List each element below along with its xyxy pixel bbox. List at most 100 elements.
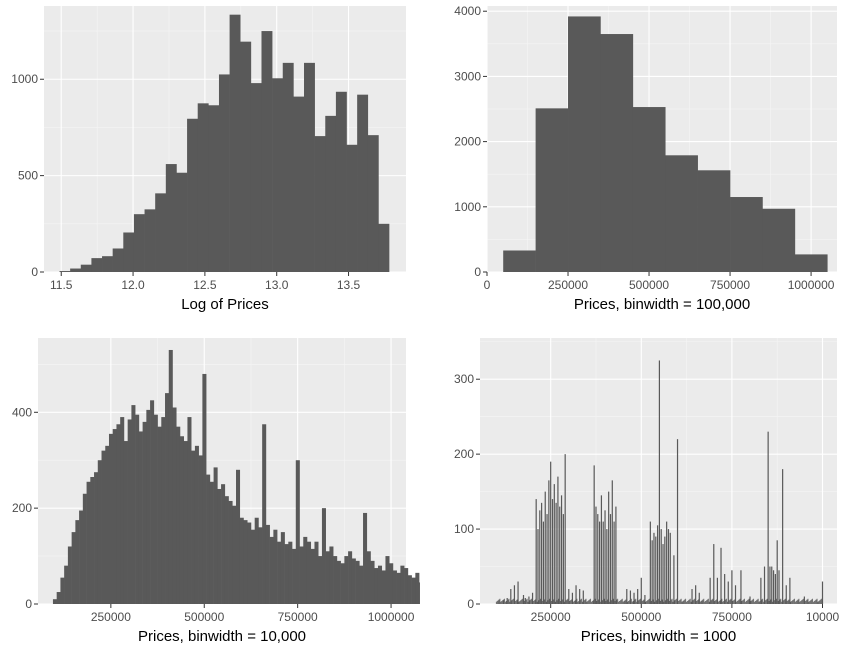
histogram-spike bbox=[790, 601, 792, 604]
histogram-spike bbox=[740, 601, 742, 604]
histogram-spike bbox=[528, 601, 530, 604]
histogram-bar bbox=[503, 250, 536, 272]
histogram-spike bbox=[671, 598, 673, 604]
histogram-spike bbox=[634, 599, 636, 604]
histogram-bar bbox=[794, 254, 828, 272]
histogram-spike bbox=[497, 600, 499, 604]
histogram-spike bbox=[702, 599, 704, 604]
histogram-spike bbox=[637, 589, 639, 604]
histogram-bar bbox=[415, 572, 420, 604]
histogram-spike bbox=[522, 598, 523, 604]
histogram-spike bbox=[765, 599, 767, 604]
histogram-bar bbox=[187, 118, 199, 273]
x-tick-label: 500000 bbox=[184, 610, 224, 624]
histogram-spike bbox=[716, 599, 717, 604]
histogram-spike bbox=[583, 600, 585, 604]
histogram-bar bbox=[348, 551, 353, 604]
histogram-spike bbox=[667, 529, 670, 604]
histogram-spike bbox=[533, 600, 535, 604]
histogram-spike bbox=[550, 601, 552, 604]
histogram-spike bbox=[695, 585, 697, 604]
y-tick-label: 500 bbox=[18, 169, 38, 183]
histogram-spike bbox=[731, 601, 733, 604]
y-tick-label: 3000 bbox=[454, 69, 481, 83]
histogram-bar bbox=[224, 496, 229, 604]
histogram-bar bbox=[269, 536, 274, 604]
histogram-bar bbox=[179, 436, 185, 604]
histogram-bar bbox=[161, 417, 166, 604]
histogram-bar bbox=[236, 469, 241, 604]
histogram-spike bbox=[745, 601, 746, 604]
histogram-spike bbox=[581, 598, 582, 604]
histogram-spike bbox=[776, 601, 778, 604]
panel-binwidth-10000: 250000 500000 750000 1000000 0 200 400 Prices, … bbox=[0, 328, 420, 653]
histogram-bar bbox=[335, 91, 347, 272]
histogram-bar bbox=[75, 520, 80, 604]
histogram-spike bbox=[559, 506, 561, 604]
histogram-spike bbox=[721, 598, 723, 604]
histogram-bar bbox=[396, 572, 401, 604]
histogram-spike bbox=[647, 600, 649, 604]
histogram-spike bbox=[538, 600, 540, 604]
histogram-spike bbox=[812, 598, 813, 604]
histogram-spike bbox=[559, 601, 561, 604]
histogram-spike bbox=[514, 601, 515, 604]
histogram-bar bbox=[155, 193, 167, 272]
histogram-spike bbox=[533, 601, 534, 604]
histogram-spike bbox=[613, 601, 615, 604]
histogram-spike bbox=[736, 601, 737, 604]
y-tick-label: 0 bbox=[31, 265, 38, 279]
histogram-spike bbox=[809, 601, 811, 604]
histogram-spike bbox=[525, 599, 527, 604]
histogram-spike bbox=[582, 601, 584, 604]
histogram-bar bbox=[295, 460, 300, 604]
histogram-bar bbox=[243, 520, 248, 604]
histogram-spike bbox=[688, 600, 689, 604]
histogram-bar bbox=[363, 512, 368, 604]
histogram-spike bbox=[615, 506, 617, 604]
histogram-spike bbox=[601, 600, 603, 604]
histogram-spike bbox=[567, 598, 569, 604]
histogram-spike bbox=[805, 600, 807, 604]
histogram-bar bbox=[208, 105, 220, 272]
histogram-spike bbox=[619, 601, 620, 604]
histogram-spike bbox=[571, 592, 574, 604]
histogram-spike bbox=[730, 598, 732, 604]
histogram-spike bbox=[662, 544, 664, 604]
histogram-spike bbox=[658, 360, 661, 604]
histogram-spike bbox=[668, 601, 669, 604]
histogram-bar bbox=[340, 563, 345, 604]
histogram-spike bbox=[717, 601, 719, 604]
histogram-spike bbox=[651, 540, 653, 604]
histogram-spike bbox=[519, 601, 521, 604]
histogram-spike bbox=[813, 601, 815, 604]
x-tick-label: 750000 bbox=[278, 610, 318, 624]
histogram-spike bbox=[593, 599, 595, 604]
histogram-spike bbox=[535, 499, 537, 604]
histogram-bar bbox=[357, 94, 369, 273]
histogram-spike bbox=[667, 598, 668, 604]
y-tick-label: 2000 bbox=[454, 135, 481, 149]
histogram-spike bbox=[528, 596, 530, 604]
histogram-bar bbox=[90, 476, 95, 604]
histogram-bar bbox=[202, 373, 207, 604]
x-axis-title: Prices, binwidth = 10,000 bbox=[138, 628, 306, 645]
histogram-spike bbox=[620, 600, 621, 604]
y-tick-label: 400 bbox=[12, 405, 32, 419]
y-tick-label: 100 bbox=[454, 522, 474, 536]
histogram-spike bbox=[743, 599, 745, 604]
histogram-spike bbox=[551, 601, 552, 604]
histogram-bar bbox=[138, 431, 143, 604]
histogram-spike bbox=[669, 532, 671, 604]
histogram-spike bbox=[791, 601, 793, 604]
histogram-spike bbox=[798, 598, 800, 604]
histogram-spike bbox=[544, 491, 546, 604]
plot-background bbox=[480, 338, 837, 604]
histogram-spike bbox=[504, 598, 505, 604]
histogram-spike bbox=[703, 598, 705, 604]
histogram-spike bbox=[501, 601, 503, 604]
histogram-spike bbox=[550, 461, 552, 604]
histogram-spike bbox=[724, 600, 726, 604]
histogram-spike bbox=[621, 598, 623, 604]
